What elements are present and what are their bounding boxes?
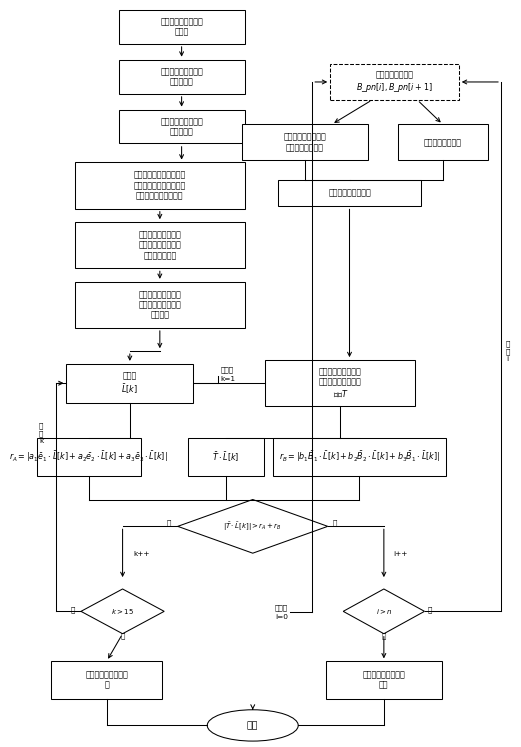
Text: $r_A=|a_1\bar{e}_1\cdot\bar{L}[k]+a_2\bar{e}_2\cdot\bar{L}[k]+a_3\bar{e}_3\cdot\: $r_A=|a_1\bar{e}_1\cdot\bar{L}[k]+a_2\ba…	[9, 450, 168, 465]
Text: 否: 否	[427, 607, 432, 613]
Text: 求取禁飞区坐标点的
协方差矩阵: 求取禁飞区坐标点的 协方差矩阵	[160, 117, 203, 137]
Text: $i>n$: $i>n$	[376, 607, 392, 616]
Polygon shape	[81, 589, 164, 633]
Text: 初始化: 初始化	[220, 367, 233, 373]
Bar	[119, 110, 244, 143]
Text: i++: i++	[393, 551, 408, 557]
Text: 否: 否	[167, 519, 171, 526]
Bar	[398, 125, 488, 161]
Text: 航路采样点初始化
$B\_pn[i],B\_pn[i+1]$: 航路采样点初始化 $B\_pn[i],B\_pn[i+1]$	[356, 70, 433, 94]
Text: $k>15$: $k>15$	[111, 607, 134, 616]
Text: 更
新
i: 更 新 i	[506, 341, 510, 362]
Text: 初始化: 初始化	[275, 604, 288, 611]
Bar	[278, 179, 421, 206]
Text: 求取协方差矩阵特征向量
和特征值，特征向量正规
化作为包围盒的主方向: 求取协方差矩阵特征向量 和特征值，特征向量正规 化作为包围盒的主方向	[134, 171, 186, 200]
Bar	[75, 282, 244, 328]
Text: 获取不确定性大小: 获取不确定性大小	[424, 138, 462, 147]
Text: 计算禁飞区包围盒和
航路包围盒中心位移
向量$T$: 计算禁飞区包围盒和 航路包围盒中心位移 向量$T$	[319, 368, 362, 399]
Text: 无人机航路经过禁飞
区: 无人机航路经过禁飞 区	[85, 670, 128, 689]
Text: 更
新
k: 更 新 k	[39, 423, 43, 444]
Text: k=1: k=1	[220, 376, 235, 382]
Text: 无人机航路不经过禁
飞区: 无人机航路不经过禁 飞区	[363, 670, 405, 689]
Text: $\bar{T}\cdot\bar{L}[k]$: $\bar{T}\cdot\bar{L}[k]$	[213, 450, 240, 464]
Bar	[119, 60, 244, 93]
Bar	[272, 438, 446, 476]
Polygon shape	[343, 589, 425, 633]
Text: 是: 是	[332, 519, 337, 526]
Text: $|\bar{T}\cdot\bar{L}[k]|>r_A+r_B$: $|\bar{T}\cdot\bar{L}[k]|>r_A+r_B$	[224, 520, 282, 533]
Text: 禁飞区经纬度及禁飞
区高程: 禁飞区经纬度及禁飞 区高程	[160, 17, 203, 37]
Text: 结束: 结束	[247, 721, 258, 730]
Text: 获取无人机航路包围
盒中心和轴向向量: 获取无人机航路包围 盒中心和轴向向量	[283, 133, 326, 152]
Text: 将地心坐标系下禁飞
区坐标变换到包围盒
的三个主方向上: 将地心坐标系下禁飞 区坐标变换到包围盒 的三个主方向上	[139, 230, 181, 260]
Text: $r_B=|b_1\bar{B}_1\cdot\bar{L}[k]+b_2\bar{B}_2\cdot\bar{L}[k]+b_3\bar{B}_1\cdot\: $r_B=|b_1\bar{B}_1\cdot\bar{L}[k]+b_2\ba…	[279, 450, 440, 465]
Bar	[75, 222, 244, 268]
Text: 禁飞区经纬高转换到
地心坐标系: 禁飞区经纬高转换到 地心坐标系	[160, 67, 203, 87]
Bar	[326, 661, 442, 698]
Text: i=0: i=0	[275, 613, 288, 619]
Bar	[265, 360, 415, 406]
Text: k++: k++	[133, 551, 150, 557]
Ellipse shape	[207, 710, 298, 741]
Bar	[36, 438, 141, 476]
Text: 否: 否	[71, 607, 75, 613]
Text: 是: 是	[120, 633, 125, 639]
Bar	[188, 438, 264, 476]
Text: 计算包围盒轴向半径: 计算包围盒轴向半径	[328, 188, 371, 197]
Bar	[119, 10, 244, 43]
Text: 求禁飞区包围盒中心
点坐标和在主方向的
轴向半径: 求禁飞区包围盒中心 点坐标和在主方向的 轴向半径	[139, 290, 181, 320]
Bar	[330, 64, 458, 100]
Bar	[52, 661, 162, 698]
Text: 是: 是	[382, 633, 386, 639]
Bar	[75, 163, 244, 208]
Text: 分离轴
$\bar{L}[k]$: 分离轴 $\bar{L}[k]$	[121, 371, 138, 395]
Bar	[242, 125, 368, 161]
Polygon shape	[178, 500, 328, 554]
Bar	[66, 364, 193, 403]
